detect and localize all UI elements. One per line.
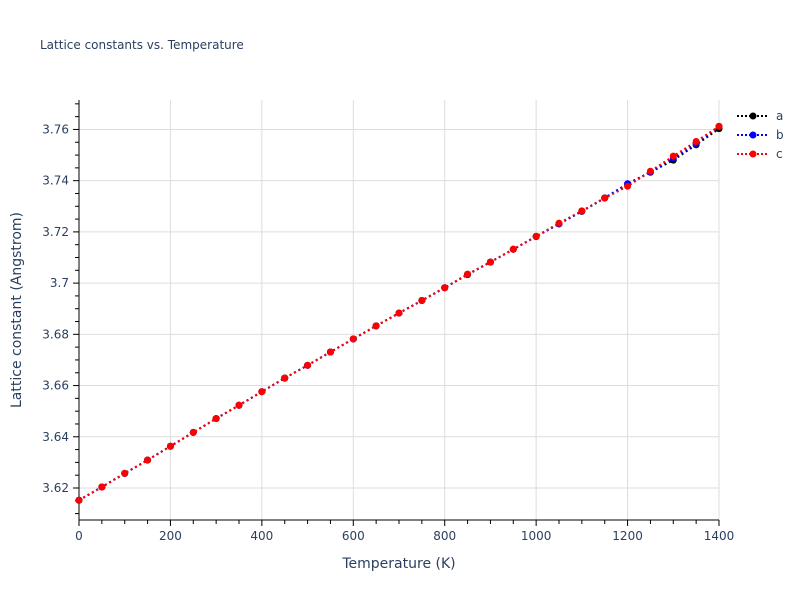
legend-label-c: c	[776, 146, 783, 161]
legend-item-c[interactable]: c	[736, 144, 784, 163]
svg-text:3.72: 3.72	[42, 225, 69, 239]
data-point[interactable]	[212, 415, 220, 423]
data-point[interactable]	[555, 219, 563, 227]
svg-text:1400: 1400	[704, 529, 735, 543]
data-point[interactable]	[669, 152, 677, 160]
svg-text:800: 800	[433, 529, 456, 543]
data-point[interactable]	[532, 232, 540, 240]
data-point[interactable]	[304, 361, 312, 369]
svg-text:400: 400	[250, 529, 273, 543]
legend-item-b[interactable]: b	[736, 125, 784, 144]
data-point[interactable]	[486, 258, 494, 266]
data-point[interactable]	[509, 245, 517, 253]
data-point[interactable]	[326, 348, 334, 356]
svg-text:3.7: 3.7	[50, 276, 69, 290]
data-point[interactable]	[578, 207, 586, 215]
svg-text:0: 0	[75, 529, 83, 543]
data-point[interactable]	[258, 388, 266, 396]
svg-text:1000: 1000	[521, 529, 552, 543]
data-point[interactable]	[692, 137, 700, 145]
data-point[interactable]	[464, 270, 472, 278]
svg-text:3.76: 3.76	[42, 122, 69, 136]
data-point[interactable]	[441, 284, 449, 292]
data-point[interactable]	[98, 483, 106, 491]
data-point[interactable]	[349, 335, 357, 343]
data-point[interactable]	[646, 167, 654, 175]
data-point[interactable]	[75, 496, 83, 504]
data-point[interactable]	[281, 374, 289, 382]
data-point[interactable]	[715, 122, 723, 130]
legend-symbol-c-icon	[737, 150, 769, 157]
legend-symbol-b-icon	[737, 131, 769, 138]
svg-text:3.62: 3.62	[42, 481, 69, 495]
data-point[interactable]	[144, 456, 152, 464]
legend-item-a[interactable]: a	[736, 106, 784, 125]
legend-label-b: b	[776, 127, 784, 142]
data-point[interactable]	[121, 469, 129, 477]
svg-text:3.74: 3.74	[42, 174, 69, 188]
y-axis-ticks: 3.62 3.64 3.66 3.68 3.7 3.72 3.74 3.76	[42, 122, 69, 495]
svg-text:1200: 1200	[612, 529, 643, 543]
data-point[interactable]	[418, 297, 426, 305]
data-point[interactable]	[601, 194, 609, 202]
data-point[interactable]	[372, 322, 380, 330]
chart-title: Lattice constants vs. Temperature	[40, 38, 244, 52]
data-point[interactable]	[189, 428, 197, 436]
data-point[interactable]	[624, 182, 632, 190]
svg-text:600: 600	[342, 529, 365, 543]
svg-text:3.68: 3.68	[42, 327, 69, 341]
series-c[interactable]	[75, 122, 723, 504]
svg-text:3.66: 3.66	[42, 379, 69, 393]
svg-text:200: 200	[159, 529, 182, 543]
x-axis-ticks: 0 200 400 600 800 1000 1200 1400	[75, 529, 734, 543]
legend-symbol-a-icon	[737, 112, 769, 119]
svg-text:3.64: 3.64	[42, 430, 69, 444]
y-axis-title: Lattice constant (Angstrom)	[9, 212, 25, 408]
legend-label-a: a	[776, 108, 784, 123]
gridlines	[79, 100, 720, 520]
data-point[interactable]	[395, 309, 403, 317]
data-point[interactable]	[235, 401, 243, 409]
data-point[interactable]	[166, 442, 174, 450]
legend: a b c	[736, 106, 784, 163]
x-axis-title: Temperature (K)	[341, 556, 455, 572]
